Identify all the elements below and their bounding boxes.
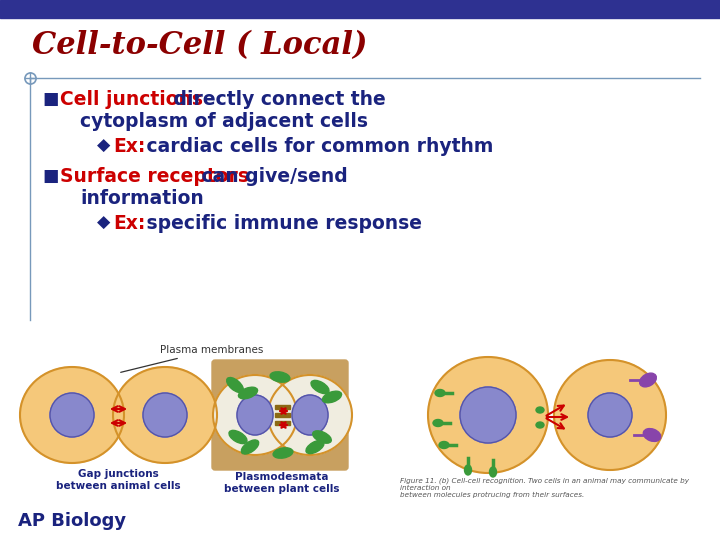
Ellipse shape: [588, 393, 632, 437]
FancyBboxPatch shape: [212, 360, 348, 470]
Ellipse shape: [270, 372, 290, 382]
Text: Plasmodesmata
between plant cells: Plasmodesmata between plant cells: [224, 472, 340, 494]
Text: Plasma membranes: Plasma membranes: [121, 345, 264, 373]
Bar: [275, 421, 290, 425]
Text: Figure 11. (b) Cell-cell recognition. Two cells in an animal may communicate by : Figure 11. (b) Cell-cell recognition. Tw…: [400, 477, 689, 498]
Ellipse shape: [113, 367, 217, 463]
Text: cardiac cells for common rhythm: cardiac cells for common rhythm: [140, 137, 493, 156]
Text: AP Biology: AP Biology: [18, 512, 126, 530]
Text: ◆: ◆: [97, 137, 110, 155]
Text: Ex:: Ex:: [113, 214, 145, 233]
Ellipse shape: [237, 395, 273, 435]
Ellipse shape: [460, 387, 516, 443]
Ellipse shape: [554, 360, 666, 470]
Ellipse shape: [238, 387, 258, 399]
Ellipse shape: [643, 429, 661, 441]
Ellipse shape: [273, 448, 293, 458]
Text: Ex:: Ex:: [113, 137, 145, 156]
Ellipse shape: [490, 467, 497, 477]
Text: cytoplasm of adjacent cells: cytoplasm of adjacent cells: [80, 112, 368, 131]
Text: specific immune response: specific immune response: [140, 214, 422, 233]
Ellipse shape: [323, 391, 341, 403]
Ellipse shape: [435, 389, 445, 396]
Ellipse shape: [439, 442, 449, 449]
Ellipse shape: [311, 380, 329, 394]
Text: information: information: [80, 189, 204, 208]
Bar: [275, 413, 290, 417]
Ellipse shape: [227, 377, 243, 393]
Ellipse shape: [639, 373, 657, 387]
Text: ■: ■: [42, 90, 58, 108]
Text: Cell-to-Cell ( Local): Cell-to-Cell ( Local): [32, 30, 367, 61]
Bar: [0, 0, 720, 18]
Ellipse shape: [143, 393, 187, 437]
Text: ◆: ◆: [97, 214, 110, 232]
Text: can give/send: can give/send: [195, 167, 348, 186]
Ellipse shape: [50, 393, 94, 437]
Ellipse shape: [292, 395, 328, 435]
Ellipse shape: [433, 420, 443, 427]
Ellipse shape: [306, 441, 324, 454]
Ellipse shape: [464, 465, 472, 475]
Text: Gap junctions
between animal cells: Gap junctions between animal cells: [55, 469, 180, 491]
Ellipse shape: [268, 375, 352, 455]
Text: Cell junctions: Cell junctions: [60, 90, 203, 109]
Ellipse shape: [213, 375, 297, 455]
Ellipse shape: [312, 431, 331, 443]
Text: ■: ■: [42, 167, 58, 185]
Ellipse shape: [241, 440, 258, 454]
Text: Surface receptors: Surface receptors: [60, 167, 249, 186]
Ellipse shape: [428, 357, 548, 473]
Ellipse shape: [20, 367, 124, 463]
Text: directly connect the: directly connect the: [167, 90, 386, 109]
Ellipse shape: [536, 407, 544, 413]
Ellipse shape: [536, 422, 544, 428]
Ellipse shape: [229, 430, 247, 444]
Bar: [275, 405, 290, 409]
